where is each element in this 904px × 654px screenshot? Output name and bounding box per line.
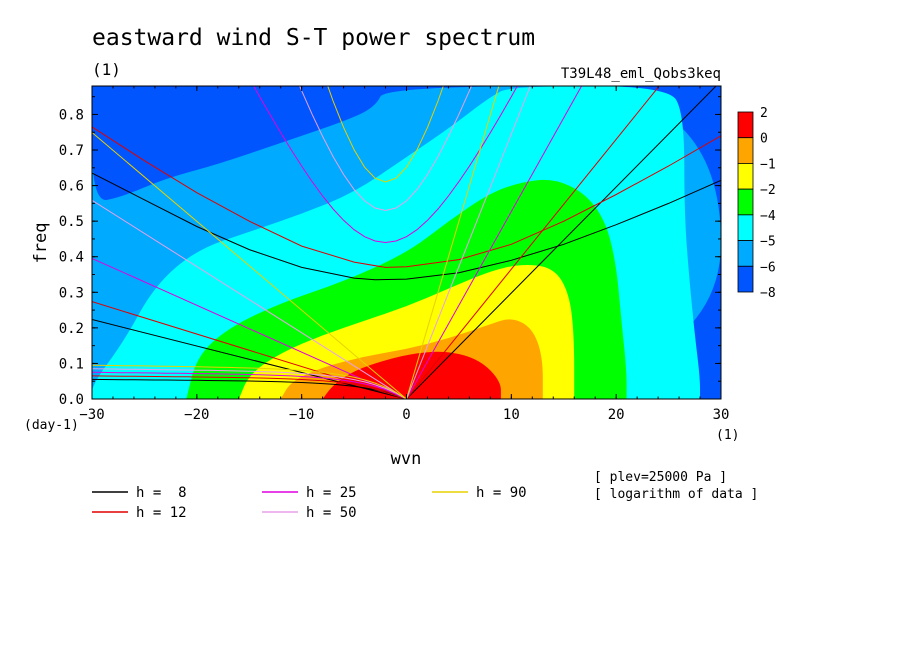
colorbar-swatch bbox=[737, 240, 754, 267]
rossby-low-curve-h50 bbox=[92, 199, 407, 399]
y-tick-label: 0.5 bbox=[59, 214, 84, 230]
rossby-curve-h90 bbox=[92, 364, 407, 399]
legend: h = 8 h = 12 h = 25 h = 50 h = 90 bbox=[92, 485, 527, 521]
colorbar-label: −5 bbox=[760, 235, 776, 250]
x-tick-label: 20 bbox=[608, 407, 625, 423]
colorbar: 2 0 −1 −2 −4 −5 −6 −8 bbox=[737, 106, 776, 301]
x-axis: −30 −20 −10 0 10 20 30 bbox=[79, 86, 729, 423]
x-tick-label: 0 bbox=[402, 407, 410, 423]
legend-label: h = 25 bbox=[306, 485, 357, 501]
legend-label: h = 8 bbox=[136, 485, 187, 501]
colorbar-label: −1 bbox=[760, 157, 776, 172]
kelvin-curve-h8 bbox=[406, 86, 717, 399]
colorbar-label: 2 bbox=[760, 106, 768, 121]
inertia-gravity-curve-h50 bbox=[299, 86, 472, 212]
chart-subtitle-left: (1) bbox=[92, 60, 121, 79]
inertia-gravity-curve-h8 bbox=[92, 172, 721, 281]
contour-layer bbox=[92, 86, 721, 399]
colorbar-swatch bbox=[737, 163, 754, 190]
y-tick-label: 0.3 bbox=[59, 285, 84, 301]
y-tick-label: 0.0 bbox=[59, 392, 84, 408]
kelvin-curve-h90 bbox=[406, 86, 500, 399]
y-unit-label: (day-1) bbox=[24, 418, 79, 433]
dispersion-curves bbox=[92, 86, 721, 399]
x-tick-label: 30 bbox=[713, 407, 730, 423]
inertia-gravity-curve-h12 bbox=[92, 126, 721, 268]
colorbar-label: −4 bbox=[760, 209, 776, 224]
rossby-curve-h25 bbox=[92, 371, 407, 399]
colorbar-swatch bbox=[737, 188, 754, 216]
y-tick-label: 0.4 bbox=[59, 250, 84, 266]
chart-title: eastward wind S-T power spectrum bbox=[92, 25, 535, 51]
y-tick-label: 0.2 bbox=[59, 321, 84, 337]
colorbar-label: −6 bbox=[760, 260, 776, 275]
kelvin-curve-h25 bbox=[406, 86, 583, 399]
y-tick-label: 0.6 bbox=[59, 179, 84, 195]
inertia-gravity-curve-h90 bbox=[327, 86, 444, 183]
y-tick-label: 0.1 bbox=[59, 356, 84, 372]
x-tick-label: 10 bbox=[503, 407, 520, 423]
colorbar-label: −8 bbox=[760, 286, 776, 301]
rossby-curve-h50 bbox=[92, 368, 407, 399]
rossby-curve-h8 bbox=[92, 378, 407, 399]
rossby-low-curve-h12 bbox=[92, 301, 407, 399]
y-tick-label: 0.8 bbox=[59, 107, 84, 123]
x-tick-label: −20 bbox=[184, 407, 209, 423]
colorbar-label: −2 bbox=[760, 183, 776, 198]
legend-label: h = 90 bbox=[476, 485, 527, 501]
rossby-low-curve-h90 bbox=[92, 132, 407, 399]
annotation-plev: [ plev=25000 Pa ] bbox=[594, 470, 727, 485]
x-tick-label: −30 bbox=[79, 407, 104, 423]
inertia-gravity-curve-h25 bbox=[253, 86, 518, 244]
y-axis-label: freq bbox=[31, 223, 51, 264]
kelvin-curve-h12 bbox=[406, 86, 660, 399]
rossby-low-curve-h8 bbox=[92, 319, 407, 399]
x-axis-label: wvn bbox=[391, 449, 422, 469]
rossby-low-curve-h25 bbox=[92, 257, 407, 399]
colorbar-swatch bbox=[737, 137, 754, 164]
y-axis: 0.0 0.1 0.2 0.3 0.4 0.5 0.6 0.7 0.8 bbox=[59, 96, 721, 408]
annotation-log: [ logarithm of data ] bbox=[594, 487, 758, 502]
rossby-curve-h12 bbox=[92, 375, 407, 399]
colorbar-label: 0 bbox=[760, 132, 768, 147]
x-tick-label: −10 bbox=[289, 407, 314, 423]
x-unit-label: (1) bbox=[716, 428, 739, 443]
y-tick-label: 0.7 bbox=[59, 143, 84, 159]
colorbar-swatch bbox=[737, 214, 754, 241]
colorbar-swatch bbox=[737, 265, 754, 293]
kelvin-curve-h50 bbox=[406, 86, 531, 399]
chart-subtitle-right: T39L48_eml_Qobs3keq bbox=[561, 66, 721, 82]
colorbar-swatch bbox=[737, 111, 754, 139]
legend-label: h = 50 bbox=[306, 505, 357, 521]
legend-label: h = 12 bbox=[136, 505, 187, 521]
